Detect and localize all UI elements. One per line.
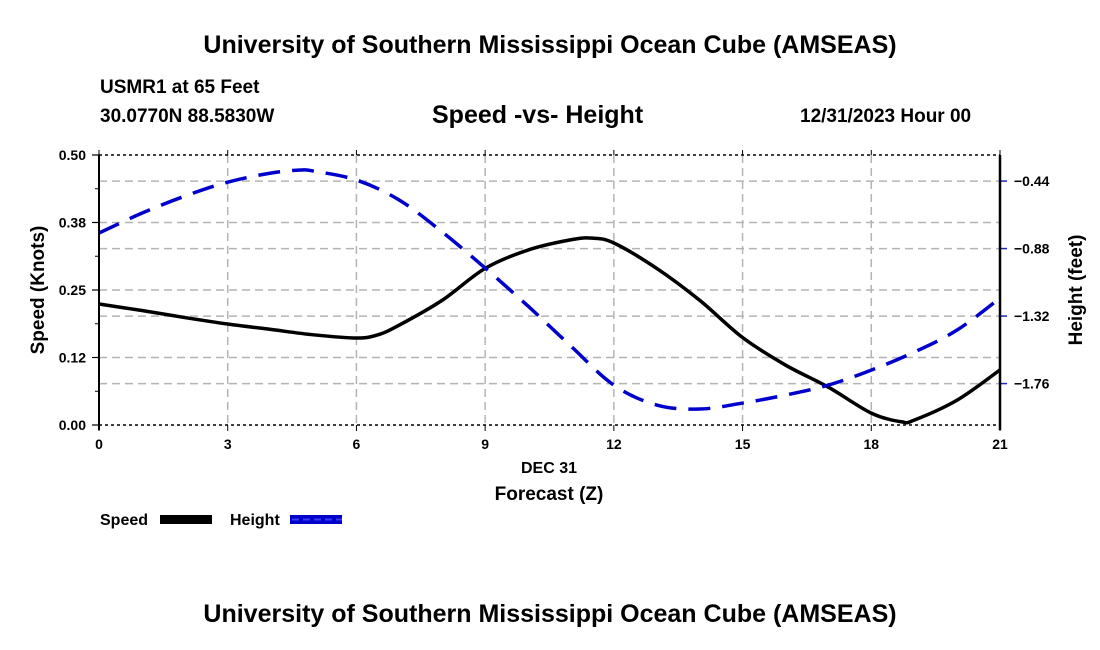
height-line: [98, 168, 1002, 411]
x-tick-label: 21: [992, 436, 1008, 452]
y-tick-label: 0.50: [59, 147, 86, 163]
y2-tick-label: −1.32: [1014, 308, 1050, 324]
x-tick-label: 6: [353, 436, 361, 452]
axes: [92, 150, 1007, 431]
datetime-label: 12/31/2023 Hour 00: [800, 106, 972, 127]
y2-axis-title: Height (feet): [1066, 235, 1087, 346]
legend-speed-swatch: [160, 515, 212, 524]
y2-tick-label: −0.44: [1014, 173, 1050, 189]
chart-title: Speed -vs- Height: [432, 101, 644, 129]
legend-height-label: Height: [230, 512, 280, 529]
y2-tick-label: −0.88: [1014, 241, 1050, 257]
station-label: USMR1 at 65 Feet: [100, 77, 260, 98]
y-tick-label: 0.25: [59, 282, 86, 298]
y-tick-label: 0.12: [59, 350, 86, 366]
top-title: University of Southern Mississippi Ocean…: [203, 31, 897, 59]
x-tick-label: 0: [95, 436, 103, 452]
x-tick-label: 18: [863, 436, 879, 452]
y-tick-label: 0.00: [59, 417, 86, 433]
coordinates-label: 30.0770N 88.5830W: [100, 106, 275, 127]
bottom-title: University of Southern Mississippi Ocean…: [203, 600, 897, 628]
x-axis-date-label: DEC 31: [521, 460, 577, 477]
x-tick-label: 12: [606, 436, 622, 452]
x-tick-label: 15: [735, 436, 751, 452]
x-tick-label: 3: [224, 436, 232, 452]
y-axis-title: Speed (Knots): [28, 226, 49, 355]
x-tick-label: 9: [481, 436, 489, 452]
series-group: [98, 168, 1002, 425]
speed-line: [98, 236, 1002, 425]
tick-labels: 0 3 6 9 12 15 18 21 0.00 0.12 0.25 0.38 0.50 −0.44 −0.…: [59, 147, 1050, 452]
y-tick-label: 0.38: [59, 215, 86, 231]
legend: Speed Height: [100, 512, 342, 529]
x-axis-title: Forecast (Z): [495, 484, 604, 505]
legend-speed-label: Speed: [100, 512, 148, 529]
y2-tick-label: −1.76: [1014, 376, 1050, 392]
grid: [99, 155, 1000, 425]
